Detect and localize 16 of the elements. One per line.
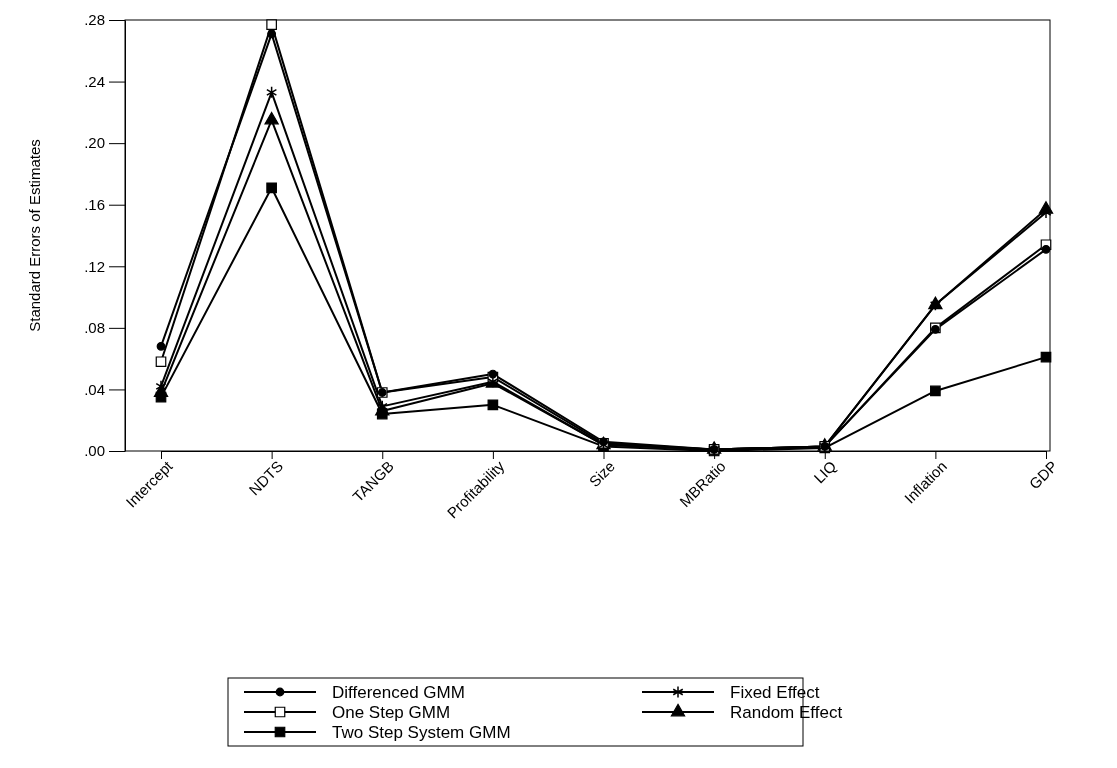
y-tick-label: .12: [84, 257, 105, 275]
legend-label: Differenced GMM: [332, 683, 465, 702]
y-tick-label: .24: [84, 72, 105, 90]
y-tick-label: .04: [84, 380, 105, 398]
x-tick-label: LIQ: [810, 457, 840, 487]
y-axis-title: Standard Errors of Estimates: [26, 139, 43, 332]
legend-label: One Step GMM: [332, 703, 451, 722]
y-tick-label: .16: [84, 196, 105, 214]
y-tick-label: .28: [84, 11, 105, 29]
legend-label: Random Effect: [730, 703, 843, 722]
y-tick-label: .00: [84, 442, 105, 460]
legend-label: Fixed Effect: [730, 683, 820, 702]
y-tick-label: .08: [84, 319, 105, 337]
legend-label: Two Step System GMM: [332, 723, 511, 742]
y-tick-label: .20: [84, 134, 105, 152]
x-tick-label: Size: [585, 457, 619, 491]
